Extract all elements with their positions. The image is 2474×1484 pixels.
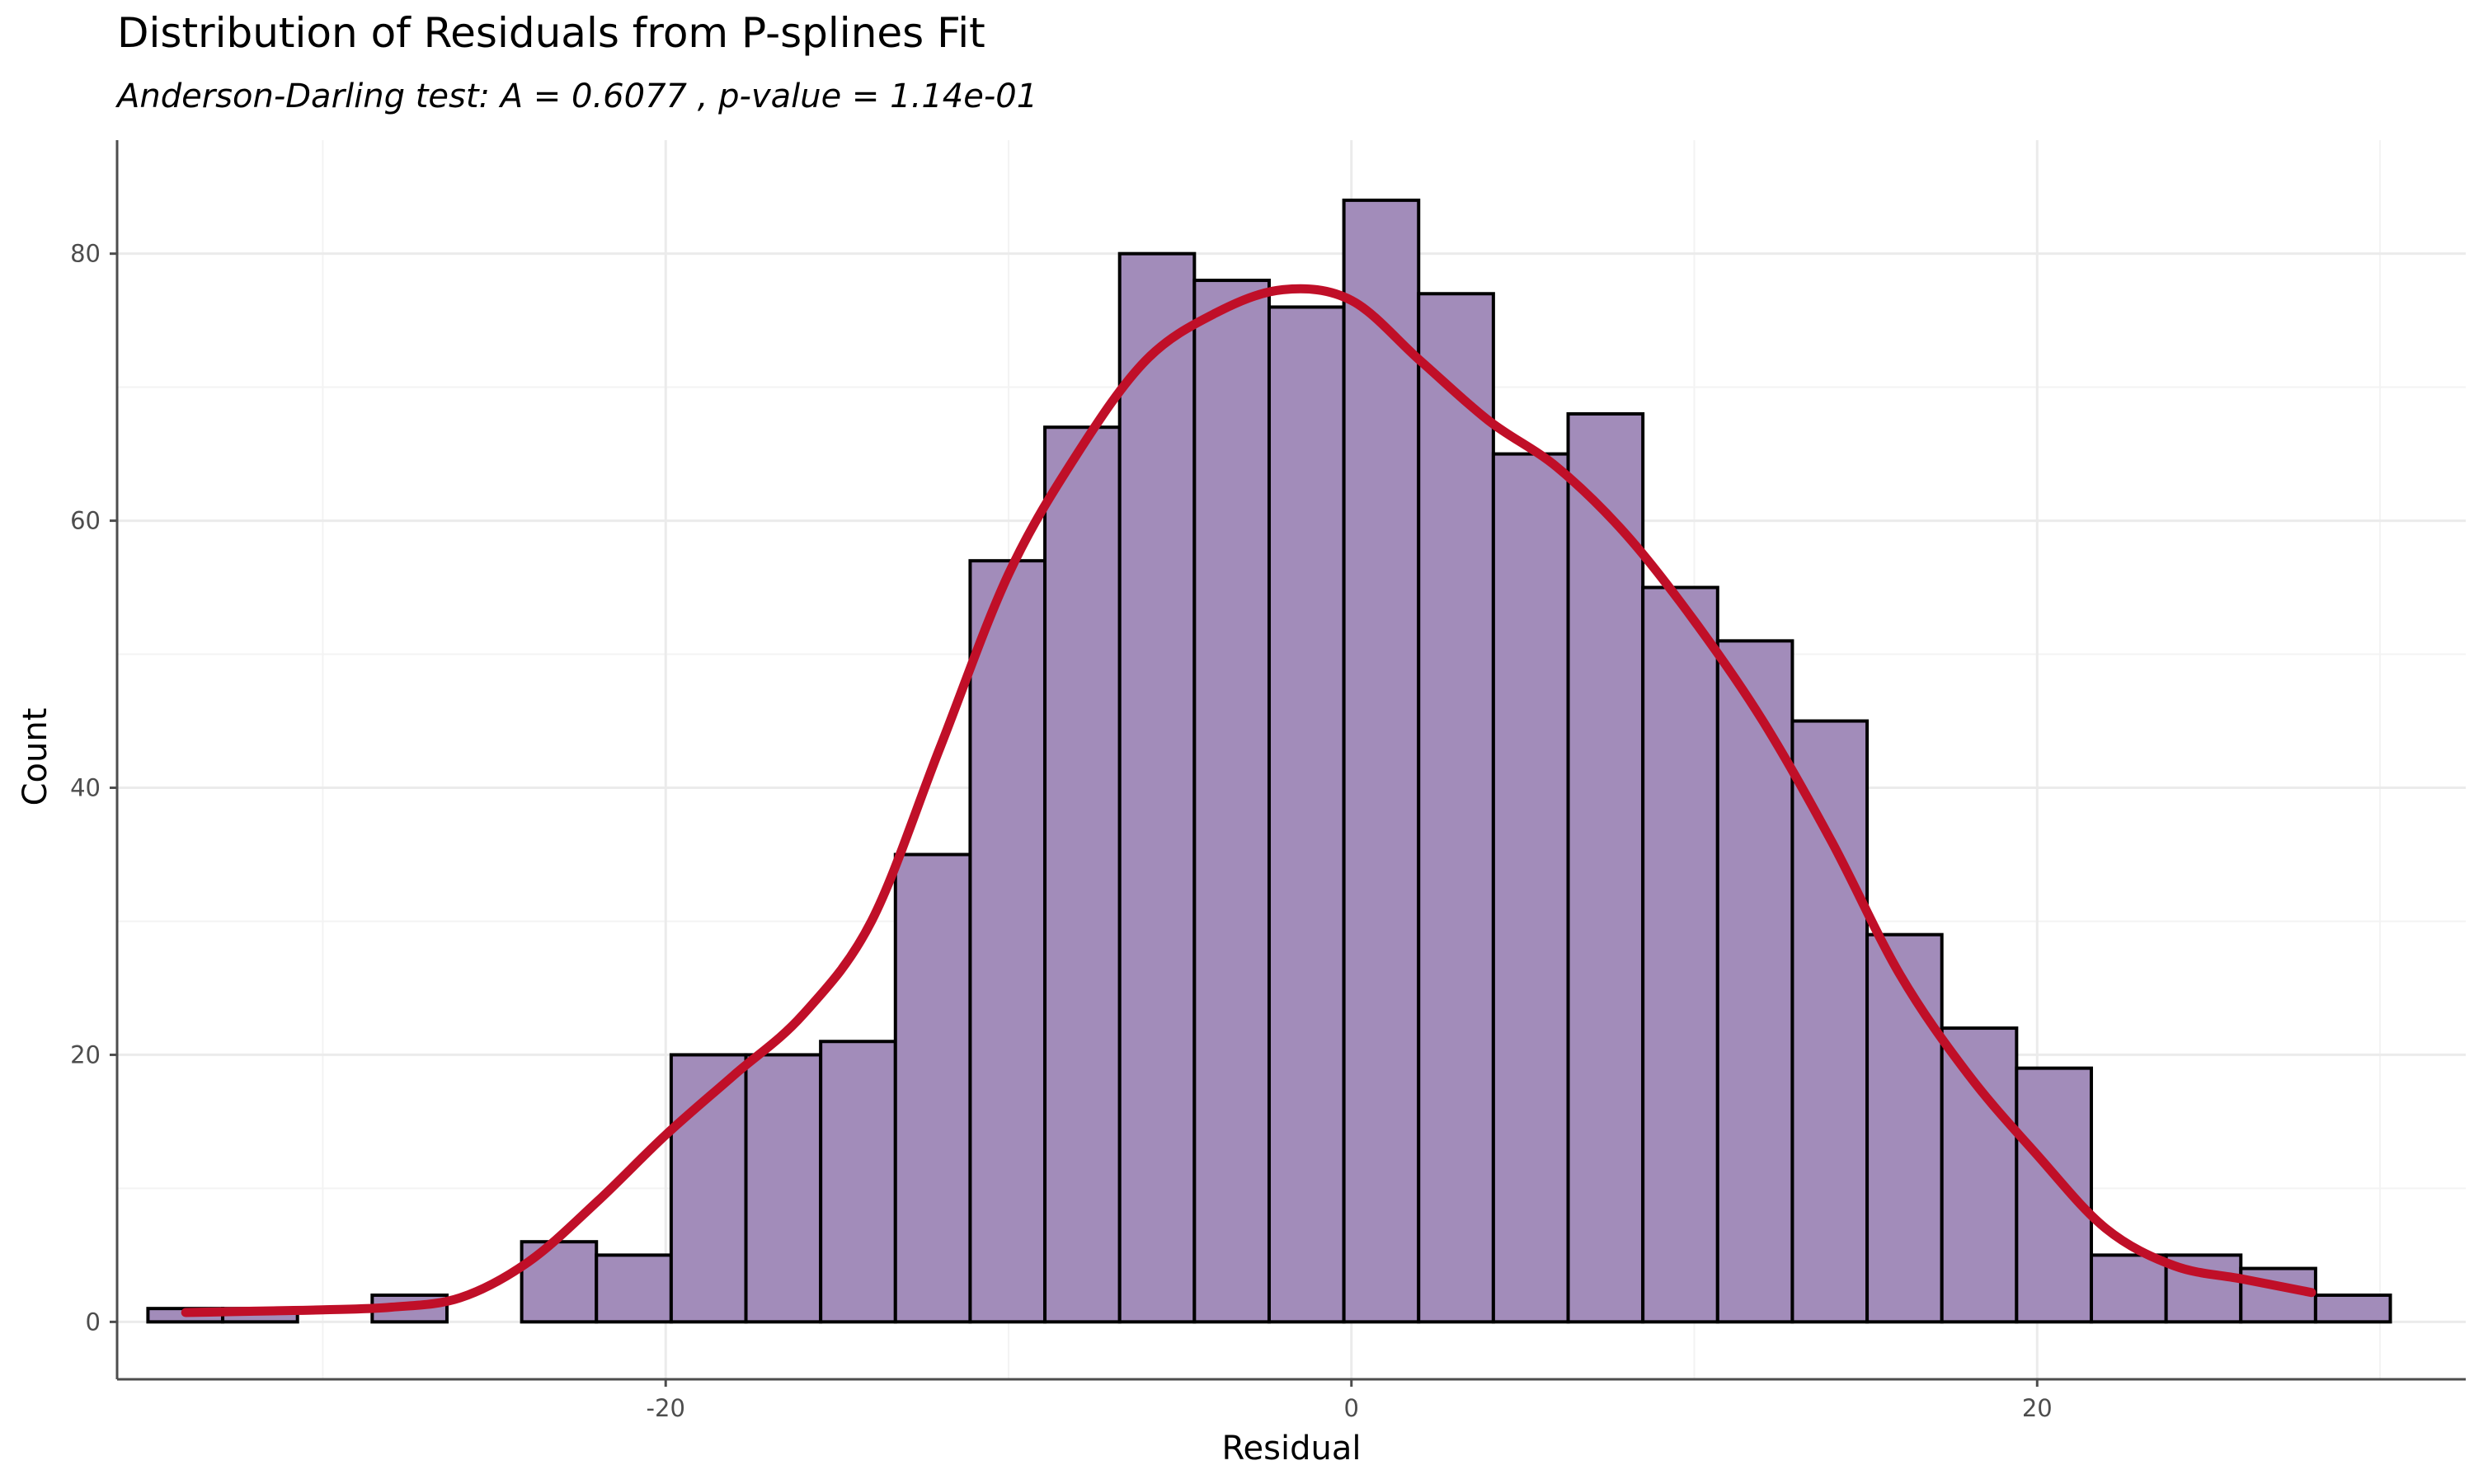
y-axis-title: Count — [16, 708, 54, 806]
x-tick-label: 0 — [1344, 1394, 1359, 1422]
histogram-bar — [2015, 1066, 2093, 1324]
histogram-bar — [595, 1253, 673, 1324]
histogram-bar — [1491, 452, 1570, 1324]
histogram-bar — [669, 1053, 748, 1324]
histogram-bar — [1940, 1026, 2019, 1324]
histogram-bar — [1566, 412, 1645, 1324]
y-tick-label: 0 — [86, 1308, 101, 1336]
axes — [115, 140, 2466, 1381]
histogram-bar — [893, 852, 972, 1324]
histogram-bar — [1043, 425, 1122, 1324]
histogram-bar — [1342, 198, 1421, 1324]
x-axis-ticks: -20 0 20 — [647, 1379, 2053, 1422]
histogram-bar — [819, 1040, 897, 1324]
y-axis-ticks: 0 20 40 60 80 — [70, 240, 117, 1336]
histogram-bar — [1641, 585, 1719, 1324]
histogram-bar — [744, 1053, 823, 1324]
histogram-bar — [1192, 279, 1271, 1324]
density-curve-group — [181, 284, 2316, 1317]
y-tick-label: 60 — [70, 507, 101, 535]
chart-title: Distribution of Residuals from P-splines… — [117, 9, 985, 57]
histogram-bar — [1267, 305, 1346, 1324]
histogram-bar — [1865, 932, 1944, 1324]
density-curve — [181, 284, 2316, 1317]
y-tick-label: 80 — [70, 240, 101, 268]
histogram-bar — [1790, 719, 1870, 1324]
histogram-bar — [2089, 1253, 2168, 1324]
x-tick-label: -20 — [647, 1394, 685, 1422]
histogram-bar — [2313, 1293, 2392, 1324]
histogram-bar — [1117, 251, 1197, 1324]
y-tick-label: 40 — [70, 774, 101, 802]
histogram-bar — [1417, 292, 1495, 1324]
x-tick-label: 20 — [2022, 1394, 2053, 1422]
chart-subtitle: Anderson-Darling test: A = 0.6077 , p-va… — [115, 77, 1037, 115]
histogram-bars — [146, 198, 2392, 1324]
y-tick-label: 20 — [70, 1040, 101, 1068]
x-axis-title: Residual — [1222, 1430, 1362, 1468]
histogram-bar — [968, 559, 1047, 1324]
